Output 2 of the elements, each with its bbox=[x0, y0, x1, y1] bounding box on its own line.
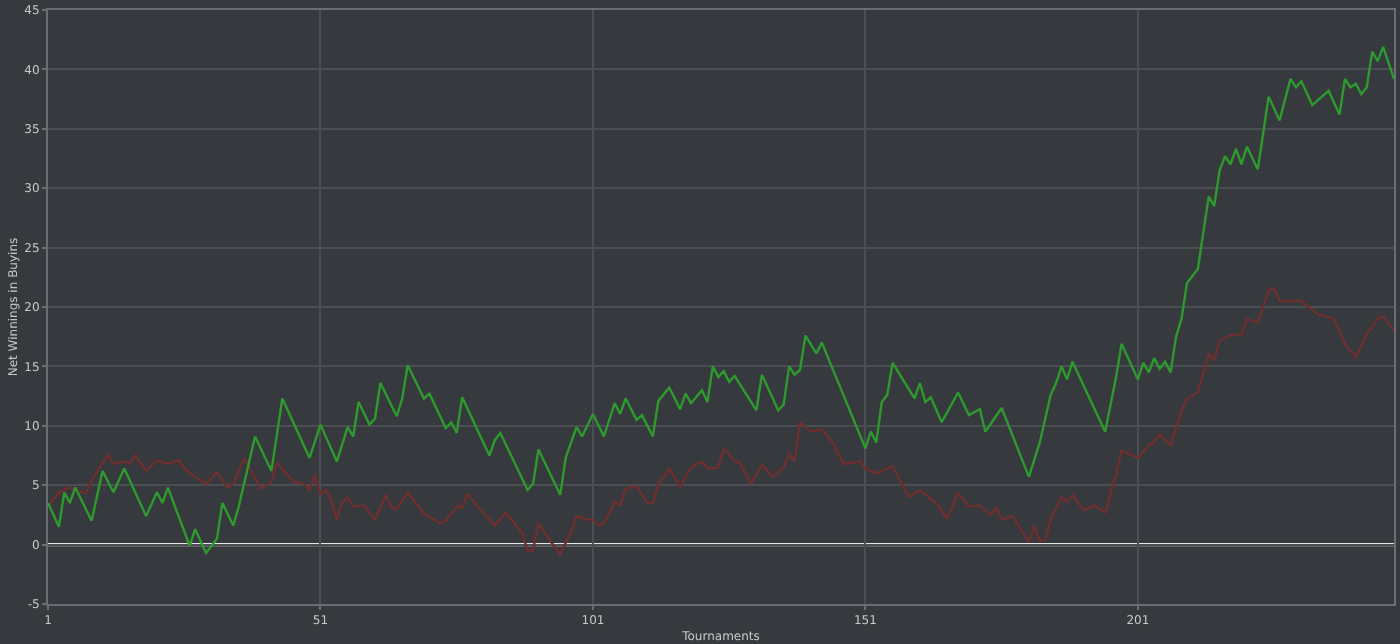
line-series bbox=[48, 286, 1394, 556]
line-series bbox=[48, 45, 1394, 555]
